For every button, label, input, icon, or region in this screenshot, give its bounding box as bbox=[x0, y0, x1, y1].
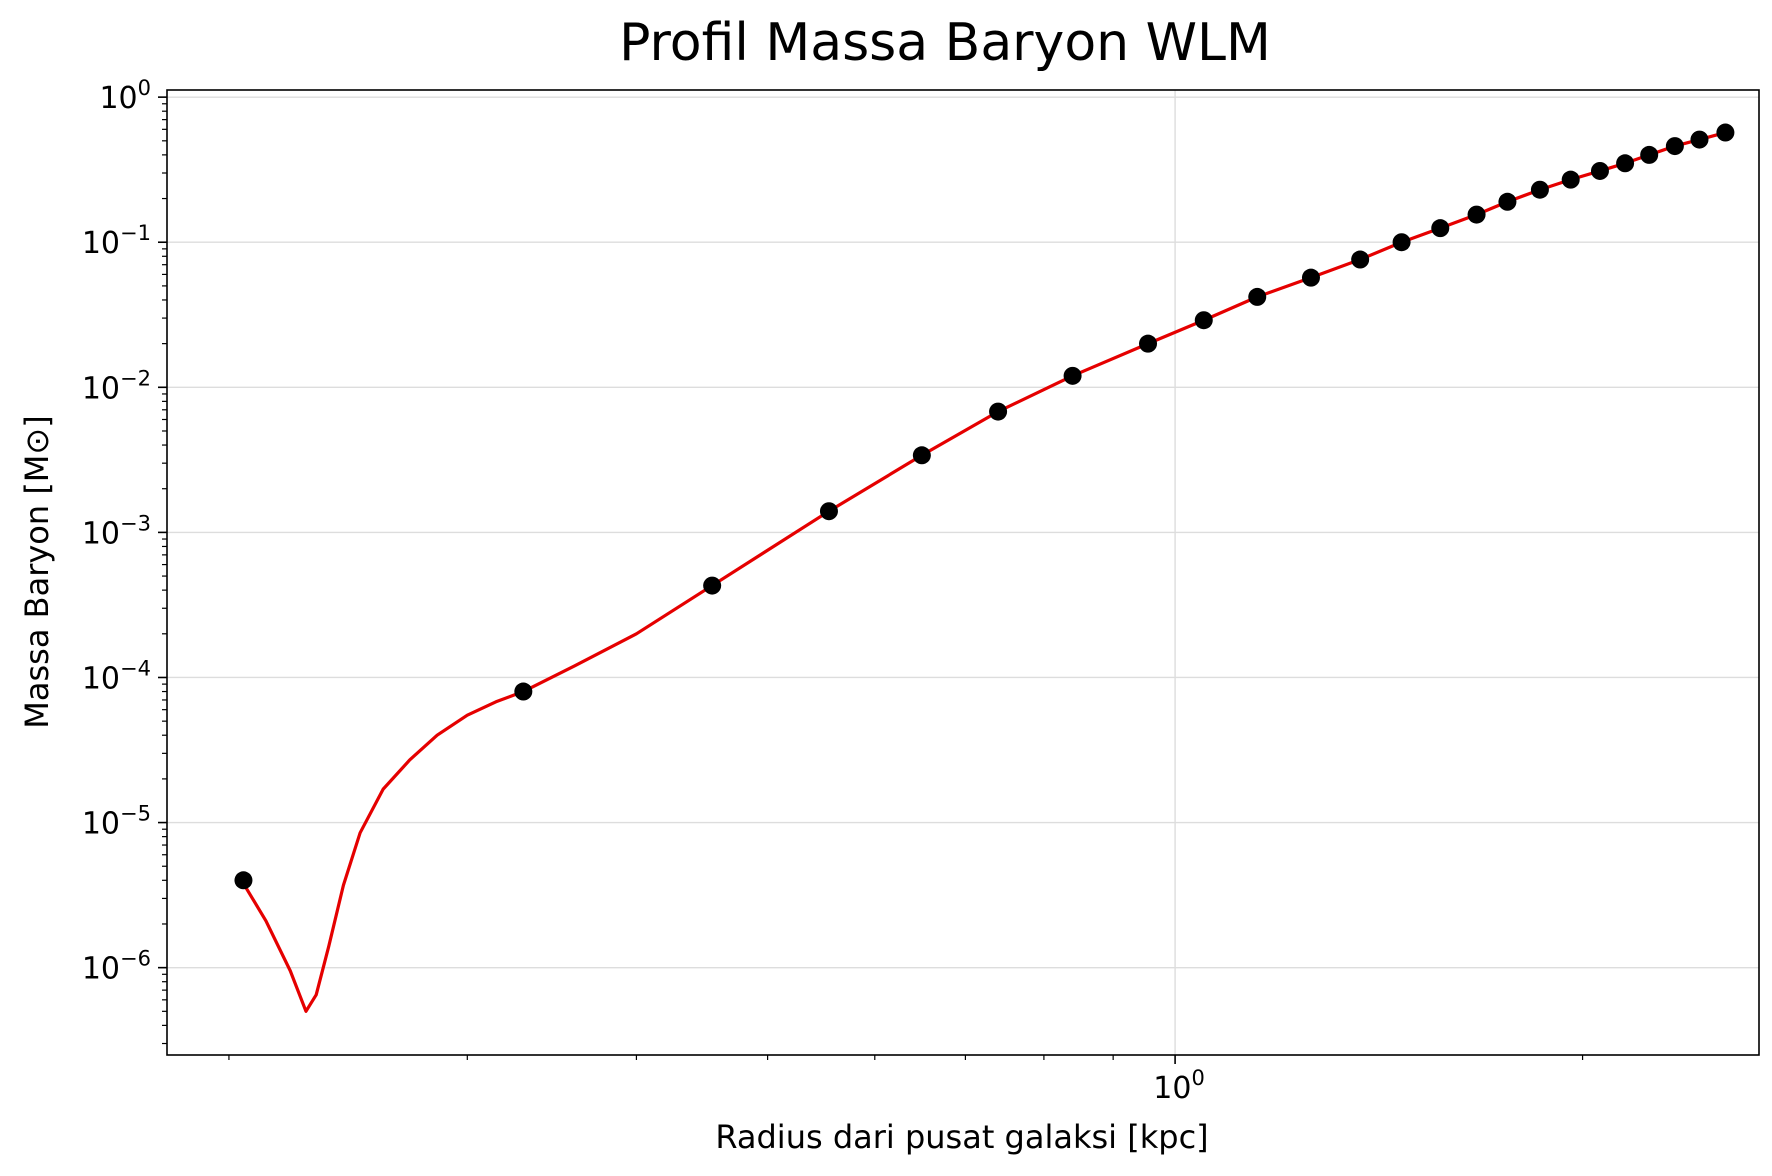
data-point bbox=[1716, 123, 1735, 142]
x-axis-label: Radius dari pusat galaksi [kpc] bbox=[715, 1118, 1208, 1156]
data-point bbox=[1063, 366, 1082, 385]
chart-title: Profil Massa Baryon WLM bbox=[619, 13, 1271, 73]
data-point bbox=[989, 402, 1008, 421]
data-point bbox=[1467, 205, 1486, 224]
minor-ticks bbox=[162, 103, 1584, 1060]
data-point bbox=[1194, 311, 1213, 330]
data-point bbox=[234, 871, 253, 890]
data-point bbox=[1248, 287, 1267, 306]
data-point bbox=[819, 502, 838, 521]
plot-frame bbox=[166, 89, 1760, 1056]
data-point bbox=[703, 576, 722, 595]
y-tick-label: 10−2 bbox=[82, 366, 151, 406]
data-point bbox=[1530, 180, 1549, 199]
y-tick-label: 100 bbox=[99, 76, 151, 116]
data-point bbox=[1139, 334, 1158, 353]
data-point bbox=[1640, 145, 1659, 164]
major-ticks bbox=[158, 96, 1176, 1064]
data-point bbox=[1351, 250, 1370, 269]
series-layer bbox=[234, 123, 1735, 1013]
data-point bbox=[1498, 192, 1517, 211]
data-point bbox=[1690, 130, 1709, 149]
grid-lines bbox=[167, 90, 1759, 1055]
y-tick-label: 10−1 bbox=[82, 221, 151, 261]
data-point bbox=[1590, 161, 1609, 180]
data-point bbox=[1665, 137, 1684, 156]
y-tick-label: 10−3 bbox=[82, 511, 151, 551]
y-tick-label: 10−4 bbox=[82, 656, 151, 696]
y-tick-label: 10−5 bbox=[82, 802, 151, 842]
y-tick-label: 10−6 bbox=[82, 947, 151, 987]
data-point bbox=[1301, 268, 1320, 287]
data-point bbox=[514, 682, 533, 701]
data-point bbox=[1431, 219, 1450, 238]
data-point bbox=[1561, 170, 1580, 189]
y-axis-label: Massa Baryon [M⊙] bbox=[18, 415, 56, 728]
data-point bbox=[1392, 233, 1411, 252]
tick-labels: 100 10−1 10−2 10−3 10−4 10−5 10−6 100 bbox=[82, 76, 1205, 1106]
data-point bbox=[912, 446, 931, 465]
data-point bbox=[1616, 154, 1635, 173]
x-tick-label: 100 bbox=[1153, 1066, 1205, 1106]
